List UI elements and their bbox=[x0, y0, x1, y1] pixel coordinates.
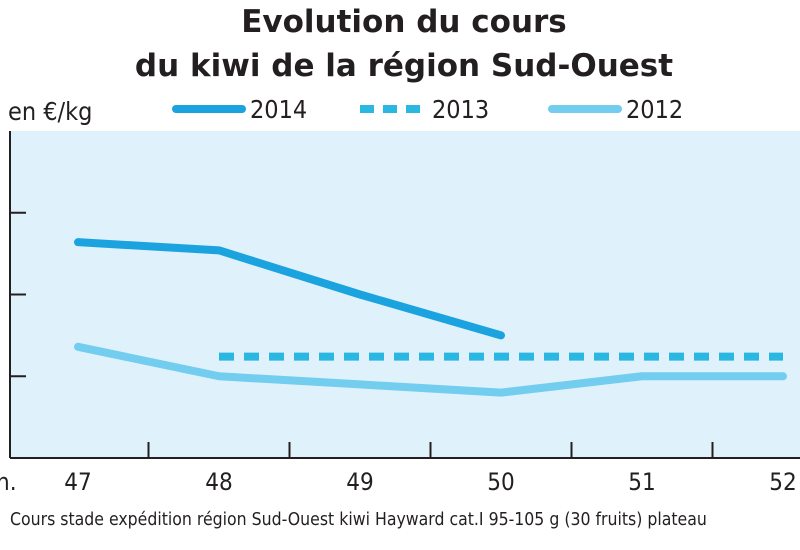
plot-area bbox=[10, 131, 800, 458]
axes bbox=[9, 131, 800, 459]
legend: 2014 2013 2012 bbox=[172, 95, 683, 124]
x-axis-prefix: n. bbox=[0, 468, 17, 496]
x-tick-label-48: 48 bbox=[205, 468, 232, 496]
legend-label-2013: 2013 bbox=[432, 95, 489, 124]
x-tick-label-50: 50 bbox=[487, 468, 514, 496]
legend-label-2012: 2012 bbox=[626, 95, 683, 124]
x-tick-label-52: 52 bbox=[769, 468, 796, 496]
legend-label-2014: 2014 bbox=[250, 95, 307, 124]
source-note: Cours stade expédition région Sud-Ouest … bbox=[10, 510, 707, 530]
y-axis-unit-label: en €/kg bbox=[8, 97, 92, 126]
chart-title-line-2: du kiwi de la région Sud-Ouest bbox=[135, 48, 673, 84]
series-line-2012 bbox=[74, 342, 787, 397]
series-line-2014 bbox=[74, 238, 505, 340]
x-tick-label-47: 47 bbox=[64, 468, 91, 496]
x-tick-label-49: 49 bbox=[346, 468, 373, 496]
series-layer bbox=[74, 238, 787, 397]
chart-title-line-1: Evolution du cours bbox=[241, 4, 567, 40]
x-tick-label-51: 51 bbox=[628, 468, 655, 496]
